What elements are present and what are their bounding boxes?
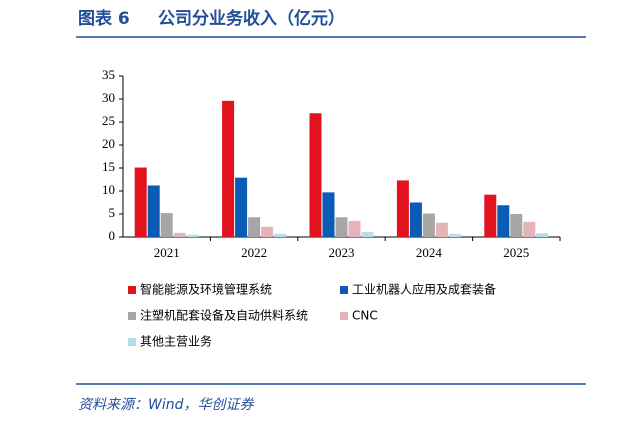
legend-swatch: [128, 338, 136, 346]
bar: [309, 113, 322, 237]
legend-swatch: [128, 312, 136, 320]
x-tick-label: 2021: [154, 245, 180, 260]
bar: [322, 192, 335, 237]
legend-label: 注塑机配套设备及自动供料系统: [140, 308, 308, 323]
legend-label: 智能能源及环境管理系统: [140, 282, 272, 297]
legend-swatch: [340, 286, 348, 294]
bar: [173, 232, 186, 237]
chart-title: 公司分业务收入（亿元）: [158, 8, 345, 29]
bar: [536, 233, 549, 237]
y-tick-label: 25: [102, 113, 115, 128]
bar: [422, 213, 435, 237]
bar: [248, 217, 261, 237]
legend-swatch: [128, 286, 136, 294]
y-tick-label: 30: [102, 90, 115, 105]
bar: [396, 180, 409, 237]
x-tick-label: 2023: [329, 245, 355, 260]
bar: [160, 213, 173, 237]
y-tick-label: 35: [102, 67, 115, 82]
x-tick-label: 2025: [503, 245, 529, 260]
figure-label: 图表 6: [78, 8, 130, 29]
x-tick-label: 2022: [241, 245, 267, 260]
legend-label: CNC: [352, 309, 378, 323]
bar: [409, 202, 422, 237]
bar: [484, 194, 497, 237]
bar: [261, 226, 274, 237]
bar: [222, 100, 235, 237]
bar: [435, 222, 448, 237]
y-tick-label: 10: [102, 182, 115, 197]
bar: [510, 214, 523, 237]
bar: [497, 205, 510, 237]
legend-swatch: [340, 312, 348, 320]
y-tick-label: 5: [109, 205, 116, 220]
bar: [523, 221, 536, 237]
bar: [134, 167, 147, 237]
bar: [235, 177, 248, 237]
bar: [361, 231, 374, 237]
legend-label: 其他主营业务: [140, 334, 212, 349]
y-tick-label: 0: [109, 228, 116, 243]
y-tick-label: 15: [102, 159, 115, 174]
bar: [335, 217, 348, 237]
source: 资料来源：Wind，华创证券: [78, 397, 254, 413]
bar: [147, 185, 160, 237]
y-tick-label: 20: [102, 136, 115, 151]
x-tick-label: 2024: [416, 245, 443, 260]
bar: [348, 220, 361, 237]
legend-label: 工业机器人应用及成套装备: [352, 282, 496, 297]
bar: [274, 233, 287, 237]
bar: [186, 234, 199, 237]
bar: [448, 233, 461, 237]
